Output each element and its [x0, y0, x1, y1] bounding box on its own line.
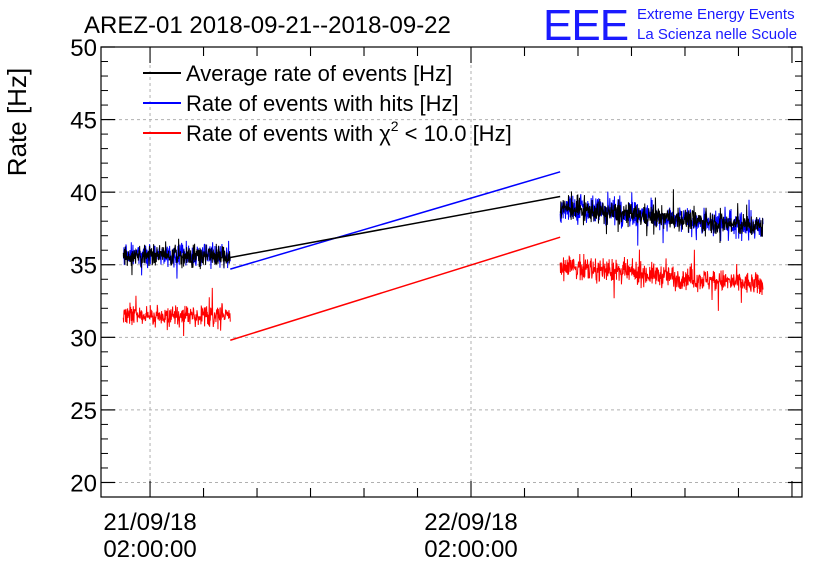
series-line-average: [230, 195, 561, 259]
series-line-chi2: [230, 236, 561, 341]
y-tick-label: 20: [70, 470, 97, 497]
x-tick-label-date: 21/09/18: [103, 509, 196, 536]
x-tick-label-date: 22/09/18: [424, 509, 517, 536]
y-axis-label: Rate [Hz]: [2, 68, 32, 176]
y-tick-label: 50: [70, 35, 97, 62]
y-tick-label: 35: [70, 253, 97, 280]
y-tick-labels: 20 25 30 35 40 45 50: [70, 35, 97, 497]
y-tick-label: 25: [70, 398, 97, 425]
legend-label-hits: Rate of events with hits [Hz]: [186, 91, 459, 116]
axis-ticks: [101, 46, 802, 498]
plot-frame: [100, 46, 803, 498]
eee-logo-line1: Extreme Energy Events: [637, 6, 795, 23]
eee-logo-line2: La Scienza nelle Scuole: [637, 26, 797, 43]
series-line-average: [559, 189, 764, 243]
series-line-chi2: [122, 287, 231, 337]
series-line-average: [122, 238, 231, 276]
x-tick-label-time: 02:00:00: [103, 536, 196, 563]
eee-logo: EEE Extreme Energy Events La Scienza nel…: [543, 1, 797, 50]
chart-title: AREZ-01 2018-09-21--2018-09-22: [84, 12, 451, 39]
legend-label-chi2: Rate of events with χ2 < 10.0 [Hz]: [186, 118, 512, 146]
data-series: [122, 171, 764, 341]
y-tick-label: 40: [70, 180, 97, 207]
eee-logo-letters: EEE: [543, 1, 628, 50]
series-line-chi2: [559, 249, 764, 311]
series-line-hits: [230, 171, 561, 270]
y-tick-label: 30: [70, 325, 97, 352]
legend-label-average: Average rate of events [Hz]: [186, 61, 452, 86]
y-tick-label: 45: [70, 108, 97, 135]
legend: Average rate of events [Hz] Rate of even…: [143, 61, 512, 146]
x-tick-label-time: 02:00:00: [424, 536, 517, 563]
